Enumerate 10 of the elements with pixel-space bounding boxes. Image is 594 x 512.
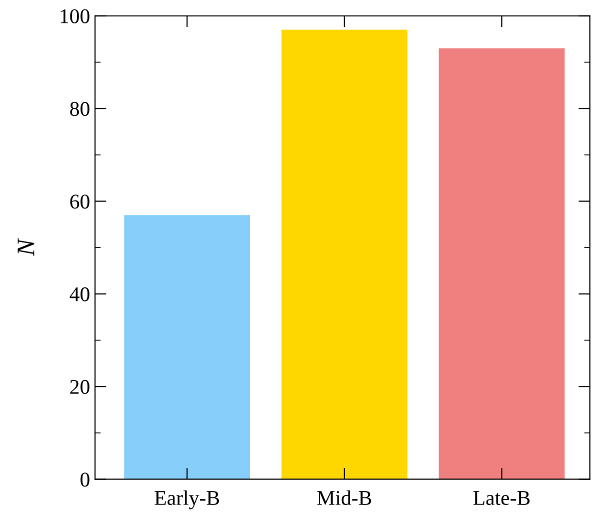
x-tick-label: Mid-B — [317, 490, 372, 506]
y-axis-title: N — [18, 238, 34, 256]
y-tick-label: 60 — [70, 194, 90, 209]
y-tick-label: 20 — [70, 380, 90, 394]
y-tick-label: 80 — [70, 102, 90, 116]
y-tick-label: 100 — [60, 9, 90, 24]
x-tick-label: Late-B — [473, 491, 530, 506]
y-tick-label: 0 — [80, 472, 90, 487]
x-tick-label: Early-B — [154, 490, 220, 510]
y-tick-label: 40 — [70, 287, 90, 302]
